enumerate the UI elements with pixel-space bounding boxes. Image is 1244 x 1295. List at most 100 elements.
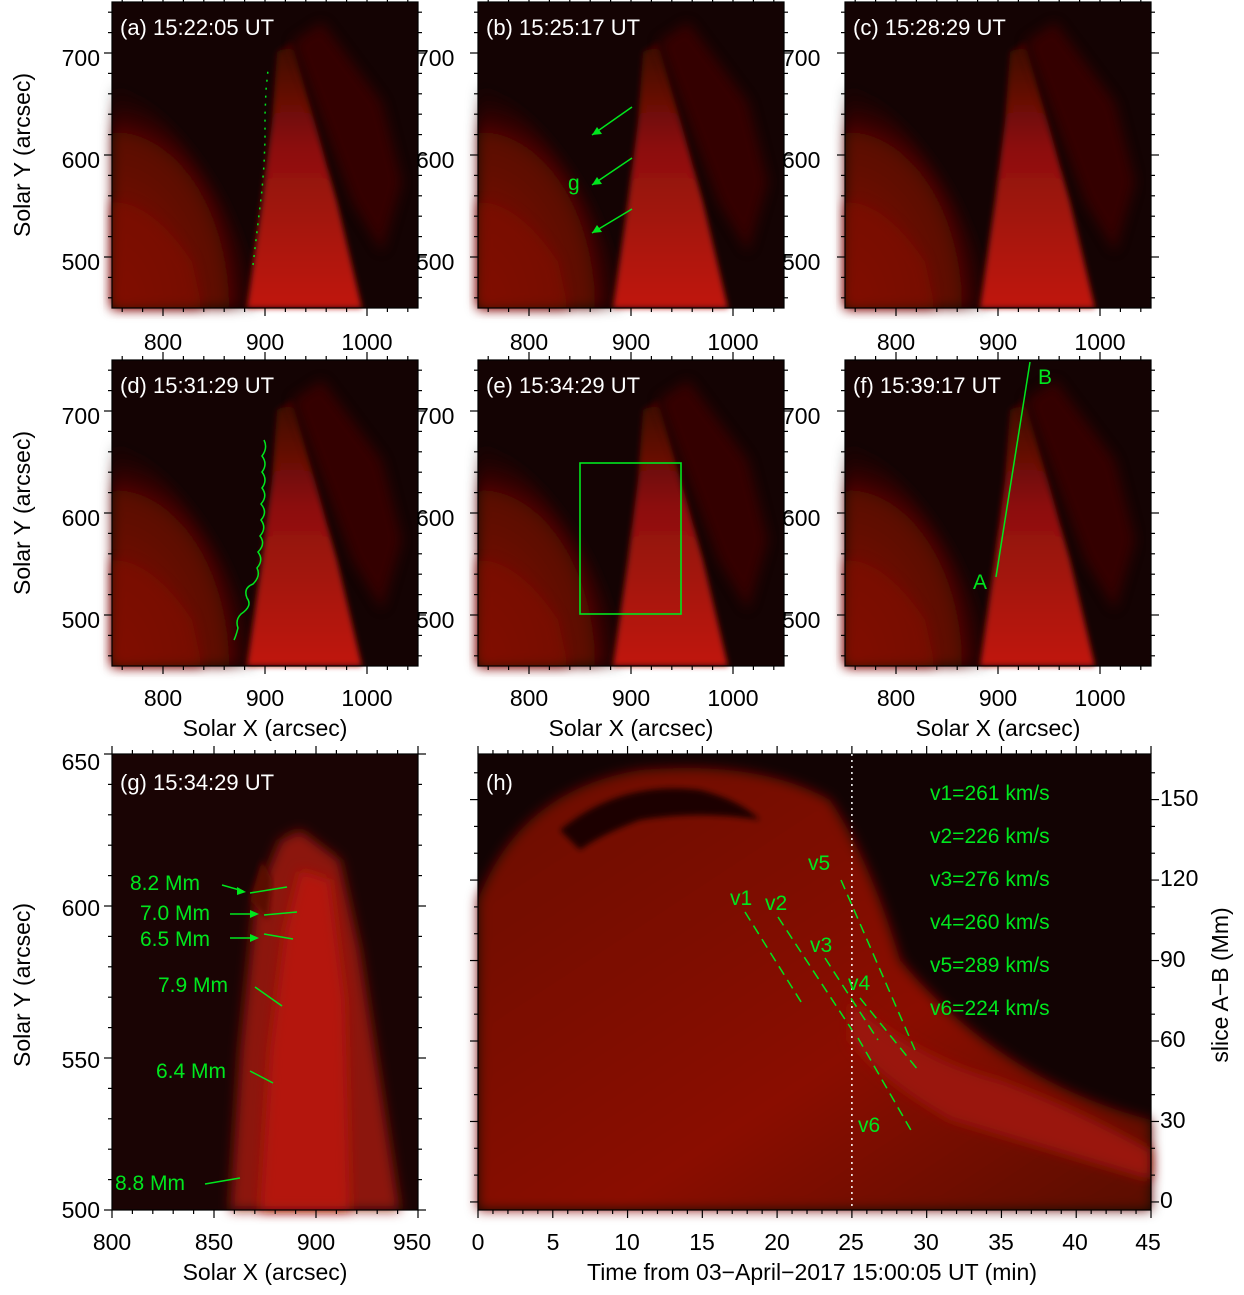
x-tick-label: 900: [246, 685, 284, 711]
panel-d-title: (d) 15:31:29 UT: [120, 373, 274, 398]
panel-d: (d) 15:31:29 UT: [111, 359, 419, 667]
y-tick-label: 500: [782, 249, 820, 275]
y-tick-label: 30: [1160, 1107, 1186, 1133]
x-tick-label: 1000: [1074, 329, 1125, 355]
velocity-line-label: v2: [765, 892, 787, 915]
x-tick-label: 1000: [1074, 685, 1125, 711]
zoom-region-box: [579, 462, 682, 615]
x-tick-label: 40: [1062, 1229, 1088, 1255]
panel-b-title: (b) 15:25:17 UT: [486, 15, 640, 40]
jet-edge-dotted-line: [252, 69, 269, 266]
width-label: 8.8 Mm: [115, 1172, 185, 1195]
x-tick-label: 800: [510, 329, 548, 355]
y-tick-label: 500: [416, 607, 454, 633]
panel-e: (e) 15:34:29 UT: [477, 359, 785, 667]
panel-b: (b) 15:25:17 UT g: [477, 1, 785, 309]
x-tick-label: 45: [1135, 1229, 1161, 1255]
velocity-line-labels: v1 v2 v3 v4 v5 v6: [730, 852, 880, 1137]
y-tick-label: 600: [62, 505, 100, 531]
x-tick-label: 15: [689, 1229, 715, 1255]
y-tick-label: 500: [782, 607, 820, 633]
velocity-legend: v1=261 km/s v2=226 km/s v3=276 km/s v4=2…: [930, 782, 1050, 1020]
x-axis-title: Solar X (arcsec): [549, 715, 714, 741]
y-tick-label: 600: [62, 147, 100, 173]
y-tick-label: 600: [782, 147, 820, 173]
x-tick-label: 900: [297, 1229, 335, 1255]
x-tick-label: 800: [877, 685, 915, 711]
x-tick-label: 900: [612, 685, 650, 711]
panel-h-title: (h): [486, 770, 513, 795]
y-axis-title: slice A−B (Mm): [1207, 907, 1233, 1062]
y-tick-label: 120: [1160, 865, 1198, 891]
y-tick-label: 650: [62, 749, 100, 775]
y-tick-label: 150: [1160, 785, 1198, 811]
y-tick-label: 60: [1160, 1026, 1186, 1052]
slice-line: [995, 361, 1031, 578]
jet-boundary-line: [233, 439, 267, 641]
x-tick-label: 5: [547, 1229, 560, 1255]
y-axis-title: Solar Y (arcsec): [9, 903, 35, 1067]
x-tick-label: 800: [93, 1229, 131, 1255]
velocity-value: v3=276 km/s: [930, 868, 1050, 891]
x-tick-label: 900: [979, 329, 1017, 355]
velocity-line-label: v4: [848, 972, 871, 995]
velocity-value: v2=226 km/s: [930, 825, 1050, 848]
slice-label-a: A: [973, 571, 987, 594]
y-axis-title: Solar Y (arcsec): [9, 431, 35, 595]
x-tick-label: 20: [764, 1229, 790, 1255]
x-tick-label: 35: [988, 1229, 1014, 1255]
velocity-value: v4=260 km/s: [930, 911, 1050, 934]
y-tick-label: 500: [416, 249, 454, 275]
y-tick-label: 700: [62, 403, 100, 429]
y-tick-label: 500: [62, 1197, 100, 1223]
x-tick-label: 1000: [341, 685, 392, 711]
width-label: 7.0 Mm: [140, 902, 210, 925]
x-tick-label: 1000: [707, 685, 758, 711]
y-tick-label: 600: [782, 505, 820, 531]
y-tick-label: 550: [62, 1047, 100, 1073]
y-tick-label: 700: [782, 45, 820, 71]
x-tick-label: 900: [979, 685, 1017, 711]
y-tick-label: 600: [416, 147, 454, 173]
x-axis-title: Solar X (arcsec): [183, 1259, 348, 1285]
x-tick-label: 800: [510, 685, 548, 711]
y-tick-label: 700: [416, 403, 454, 429]
x-axis-title: Solar X (arcsec): [916, 715, 1081, 741]
y-tick-label: 600: [62, 895, 100, 921]
x-tick-label: 850: [195, 1229, 233, 1255]
velocity-line-label: v5: [808, 852, 830, 875]
panel-g: (g) 15:34:29 UT 8.2 Mm 7.0 Mm 6.5 Mm 7.9…: [9, 749, 431, 1285]
x-tick-label: 800: [144, 329, 182, 355]
x-tick-label: 10: [614, 1229, 640, 1255]
x-tick-label: 30: [913, 1229, 939, 1255]
x-tick-label: 25: [838, 1229, 864, 1255]
x-axis-title: Time from 03−April−2017 15:00:05 UT (min…: [587, 1259, 1037, 1285]
y-tick-label: 700: [62, 45, 100, 71]
y-tick-label: 90: [1160, 946, 1186, 972]
width-label: 6.4 Mm: [156, 1060, 226, 1083]
x-tick-label: 950: [393, 1229, 431, 1255]
x-tick-label: 900: [246, 329, 284, 355]
y-tick-label: 500: [62, 607, 100, 633]
velocity-value: v6=224 km/s: [930, 997, 1050, 1020]
width-annotations: 8.2 Mm 7.0 Mm 6.5 Mm 7.9 Mm 6.4 Mm 8.8 M…: [115, 872, 298, 1195]
velocity-value: v5=289 km/s: [930, 954, 1050, 977]
panel-h: (h) v1 v2 v3 v4 v5 v6 v1=261 km/s v2=226…: [472, 753, 1233, 1285]
velocity-line-label: v3: [810, 934, 832, 957]
velocity-line-label: v6: [858, 1114, 880, 1137]
tick-marks: [104, 0, 1159, 1218]
panel-c-title: (c) 15:28:29 UT: [853, 15, 1006, 40]
y-tick-label: 700: [416, 45, 454, 71]
panel-e-title: (e) 15:34:29 UT: [486, 373, 640, 398]
slice-label-b: B: [1038, 366, 1052, 389]
velocity-line-label: v1: [730, 887, 752, 910]
panel-g-title: (g) 15:34:29 UT: [120, 770, 274, 795]
x-tick-label: 0: [472, 1229, 485, 1255]
x-tick-label: 1000: [341, 329, 392, 355]
panel-a-title: (a) 15:22:05 UT: [120, 15, 274, 40]
y-tick-label: 700: [782, 403, 820, 429]
y-tick-label: 600: [416, 505, 454, 531]
x-tick-label: 800: [144, 685, 182, 711]
x-tick-label: 800: [877, 329, 915, 355]
